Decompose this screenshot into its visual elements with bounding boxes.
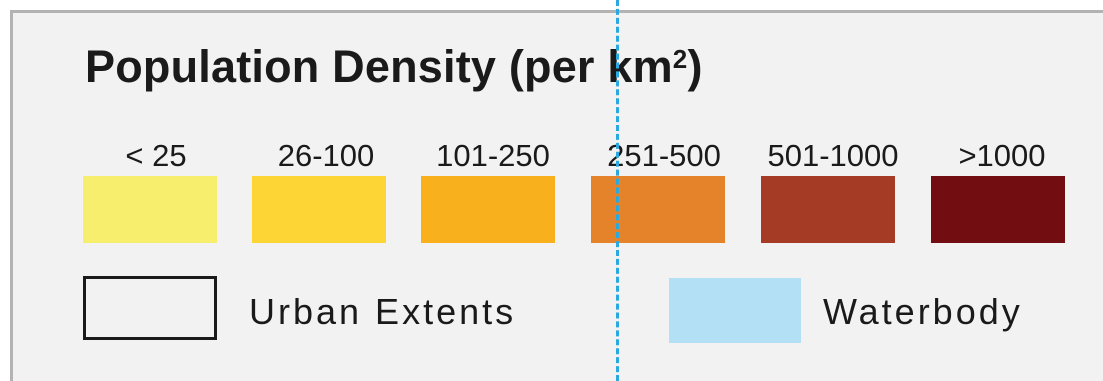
density-class-label-1: < 25 xyxy=(125,138,187,173)
density-swatch-6 xyxy=(931,176,1065,243)
density-swatch-4 xyxy=(591,176,725,243)
density-swatch-2 xyxy=(252,176,386,243)
dashed-guide-line xyxy=(616,0,619,381)
waterbody-swatch xyxy=(669,278,801,343)
urban-extents-label: Urban Extents xyxy=(249,291,517,332)
density-class-label-3: 101-250 xyxy=(436,138,550,173)
waterbody-label: Waterbody xyxy=(823,291,1023,332)
urban-extents-swatch xyxy=(83,276,217,340)
legend-title-close: ) xyxy=(687,41,703,92)
map-legend: Population Density (per km2) < 25 26-100… xyxy=(10,10,1103,381)
density-class-label-6: >1000 xyxy=(958,138,1046,173)
density-class-label-5: 501-1000 xyxy=(767,138,899,173)
density-class-label-4: 251-500 xyxy=(607,138,721,173)
density-swatch-3 xyxy=(421,176,555,243)
legend-title-superscript: 2 xyxy=(672,44,688,74)
density-swatch-1 xyxy=(83,176,217,243)
legend-title-text: Population Density (per km xyxy=(85,41,673,92)
legend-title: Population Density (per km2) xyxy=(85,41,703,93)
density-swatch-5 xyxy=(761,176,895,243)
density-class-label-2: 26-100 xyxy=(277,138,375,173)
